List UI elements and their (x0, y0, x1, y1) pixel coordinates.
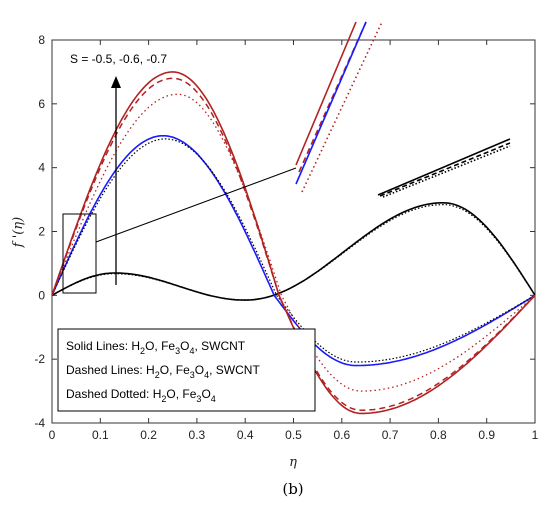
y-tick-label-4: 4 (38, 161, 45, 175)
legend-entry-dotted: Dashed Dotted: H2O, Fe3O4 (66, 387, 216, 404)
x-tick-label-10: 1 (532, 428, 539, 442)
y-tick-label-3: 2 (38, 225, 45, 239)
series-black-dotted (51, 203, 536, 301)
y-tick-label-0: -4 (34, 416, 45, 430)
zoom-red-solid (295, 21, 357, 166)
x-tick-label-4: 0.4 (237, 428, 254, 442)
y-tick-label-6: 8 (38, 33, 45, 47)
figure-caption: (b) (282, 480, 303, 498)
y-tick-label-2: 0 (38, 288, 45, 302)
y-tick-labels: -4 -2 0 2 4 6 8 (34, 33, 45, 430)
x-tick-label-7: 0.7 (382, 428, 399, 442)
series-blue-solid (51, 135, 536, 367)
series-black-solid (51, 202, 536, 301)
parameter-annotation: S = -0.5, -0.6, -0.7 (70, 52, 167, 66)
arrow-head (111, 76, 121, 88)
x-tick-label-2: 0.2 (140, 428, 157, 442)
x-tick-label-6: 0.6 (333, 428, 350, 442)
zoom-box (62, 213, 97, 294)
x-tick-label-1: 0.1 (92, 428, 109, 442)
x-axis-label: η (289, 455, 297, 470)
x-tick-label-5: 0.5 (285, 428, 302, 442)
series-blue-dotted (51, 138, 536, 363)
x-tick-label-8: 0.8 (430, 428, 447, 442)
x-tick-label-0: 0 (49, 428, 56, 442)
x-tick-label-9: 0.9 (478, 428, 495, 442)
y-tick-label-5: 6 (38, 97, 45, 111)
zoom-black-solid (377, 138, 511, 196)
series-red-dotted (51, 93, 536, 392)
legend-entry-solid: Solid Lines: H2O, Fe3O4, SWCNT (66, 339, 246, 356)
series-red-dashed (51, 77, 536, 411)
axis-ticks (51, 39, 536, 424)
zoom-blue-solid (295, 21, 367, 185)
y-tick-label-1: -2 (34, 352, 45, 366)
zoom-connector (95, 167, 297, 243)
zoom-red-dotted (301, 21, 383, 193)
y-axis-label: f '(η) (11, 217, 26, 248)
zoom-red-dashed (298, 21, 367, 173)
x-tick-labels: 0 0.1 0.2 0.3 0.4 0.5 0.6 0.7 0.8 0.9 1 (49, 428, 539, 442)
legend: Solid Lines: H2O, Fe3O4, SWCNT Dashed Li… (57, 328, 316, 412)
zoom-black-dotted (382, 145, 511, 198)
zoom-black-dashed (379, 142, 511, 197)
legend-entry-dashed: Dashed Lines: H2O, Fe3O4, SWCNT (66, 363, 260, 380)
series-curves (51, 71, 536, 415)
x-tick-label-3: 0.3 (189, 428, 206, 442)
zoom-insets (62, 21, 511, 294)
